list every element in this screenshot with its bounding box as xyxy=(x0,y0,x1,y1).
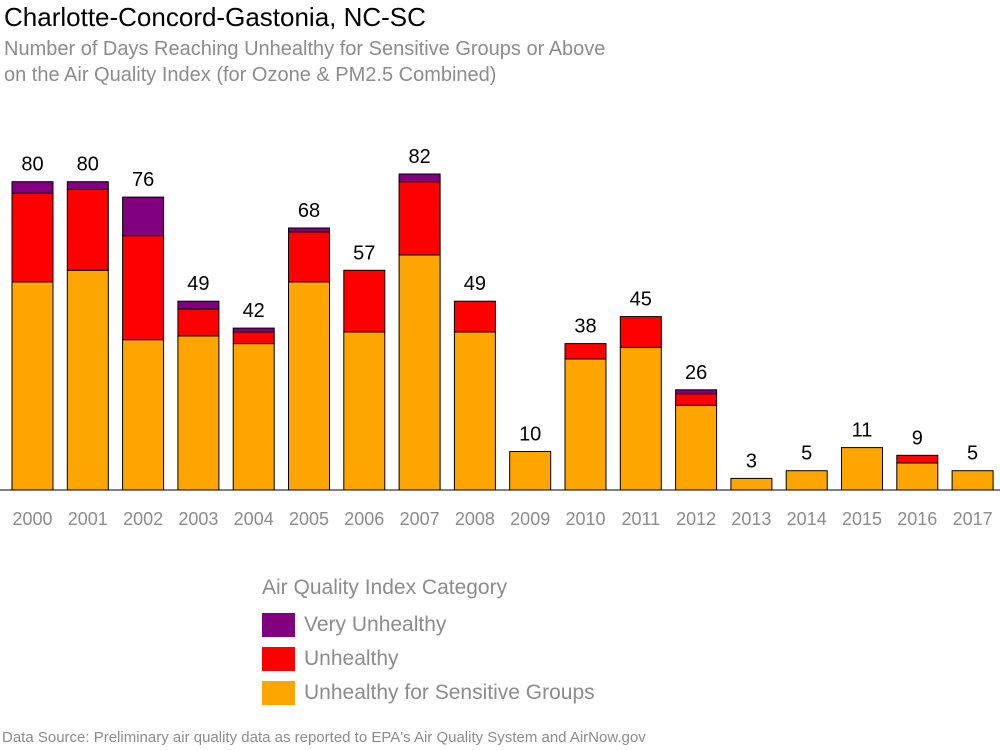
x-tick-label-2000: 2000 xyxy=(12,509,52,529)
bar-2016-unhealthy xyxy=(896,454,939,464)
x-tick-label-2014: 2014 xyxy=(787,509,827,529)
x-tick-label-2003: 2003 xyxy=(178,509,218,529)
legend-swatch-very-unhealthy xyxy=(262,613,295,637)
bar-2004-ush xyxy=(232,343,275,491)
legend-swatch-unhealthy xyxy=(262,647,295,671)
data-label-2009: 10 xyxy=(519,424,541,446)
bar-2002-ush xyxy=(122,339,165,491)
x-tick-label-2006: 2006 xyxy=(344,509,384,529)
bar-2012-ush xyxy=(675,404,718,491)
legend: Air Quality Index Category Very Unhealth… xyxy=(262,576,595,710)
data-source-note: Data Source: Preliminary air quality dat… xyxy=(2,729,646,746)
data-label-2010: 38 xyxy=(574,316,596,338)
legend-label-unhealthy-sensitive: Unhealthy for Sensitive Groups xyxy=(304,681,595,704)
bar-2002-very-unhealthy xyxy=(122,196,165,237)
data-label-2011: 45 xyxy=(630,289,652,311)
data-label-2003: 49 xyxy=(187,273,209,295)
legend-label-unhealthy: Unhealthy xyxy=(304,647,399,670)
x-tick-label-2005: 2005 xyxy=(289,509,329,529)
bar-2000-unhealthy xyxy=(11,192,54,283)
x-tick-label-2007: 2007 xyxy=(400,509,440,529)
bar-2010-ush xyxy=(564,358,607,491)
x-tick-label-2013: 2013 xyxy=(731,509,771,529)
x-tick-label-2015: 2015 xyxy=(842,509,882,529)
data-label-2012: 26 xyxy=(685,362,707,384)
chart-title: Charlotte-Concord-Gastonia, NC-SC xyxy=(4,2,426,32)
bar-2009-ush xyxy=(509,451,552,491)
bar-2015-ush xyxy=(841,447,883,491)
bar-2012-very-unhealthy xyxy=(675,389,718,395)
bar-2017-ush xyxy=(951,470,994,491)
bar-2014-ush xyxy=(785,470,828,491)
x-tick-label-2010: 2010 xyxy=(565,509,605,529)
data-label-2017: 5 xyxy=(967,443,978,465)
legend-item-unhealthy-sensitive: Unhealthy for Sensitive Groups xyxy=(262,676,595,710)
x-tick-label-2016: 2016 xyxy=(897,509,937,529)
legend-label-very-unhealthy: Very Unhealthy xyxy=(304,613,447,636)
bar-2008-ush xyxy=(453,331,496,491)
bar-2003-ush xyxy=(177,335,220,491)
data-label-2004: 42 xyxy=(243,300,265,322)
chart-subtitle: Number of Days Reaching Unhealthy for Se… xyxy=(4,36,605,88)
bar-2003-unhealthy xyxy=(177,308,220,337)
x-tick-label-2001: 2001 xyxy=(68,509,108,529)
data-label-2001: 80 xyxy=(77,154,99,176)
bar-2012-unhealthy xyxy=(675,393,718,406)
bar-2000-ush xyxy=(11,281,54,491)
legend-item-very-unhealthy: Very Unhealthy xyxy=(262,608,595,642)
bar-2006-unhealthy xyxy=(343,269,386,333)
data-label-2014: 5 xyxy=(801,443,812,465)
legend-swatch-unhealthy-sensitive xyxy=(262,681,295,705)
data-label-2013: 3 xyxy=(746,450,757,472)
legend-title: Air Quality Index Category xyxy=(262,576,508,599)
bar-2004-unhealthy xyxy=(232,331,275,345)
chart-subtitle-line-2: on the Air Quality Index (for Ozone & PM… xyxy=(4,64,497,86)
chart-subtitle-line-1: Number of Days Reaching Unhealthy for Se… xyxy=(4,38,606,60)
data-label-2006: 57 xyxy=(353,242,375,264)
data-label-2015: 11 xyxy=(852,420,873,442)
data-label-2002: 76 xyxy=(132,169,154,191)
data-label-2007: 82 xyxy=(408,146,430,168)
data-label-2008: 49 xyxy=(464,273,486,295)
bar-2005-very-unhealthy xyxy=(288,227,330,233)
bar-2011-unhealthy xyxy=(619,316,662,348)
bar-2001-very-unhealthy xyxy=(66,181,109,190)
x-tick-label-2004: 2004 xyxy=(234,509,274,529)
bar-2000-very-unhealthy xyxy=(11,181,54,194)
bar-2003-very-unhealthy xyxy=(177,300,220,310)
data-label-2000: 80 xyxy=(21,154,43,176)
x-tick-label-2009: 2009 xyxy=(510,509,550,529)
bar-2005-ush xyxy=(288,281,330,491)
bar-2006-ush xyxy=(343,331,386,491)
x-tick-label-2017: 2017 xyxy=(953,509,993,529)
bar-2007-unhealthy xyxy=(398,181,441,256)
bar-2010-unhealthy xyxy=(564,343,607,360)
bar-2002-unhealthy xyxy=(122,235,165,341)
bar-2013-ush xyxy=(730,477,773,491)
legend-item-unhealthy: Unhealthy xyxy=(262,642,595,676)
stacked-bar-chart: 80 2000 80 2001 76 2002 49 2003 42 2004 68 2005 57 20… xyxy=(0,146,1000,529)
data-label-2005: 68 xyxy=(298,200,320,222)
bar-2008-unhealthy xyxy=(453,300,496,333)
bar-2007-very-unhealthy xyxy=(398,173,441,183)
bar-2004-very-unhealthy xyxy=(232,327,275,333)
data-label-2016: 9 xyxy=(912,427,923,449)
bar-2011-ush xyxy=(619,346,662,491)
bar-2016-ush xyxy=(896,462,939,491)
bar-2001-unhealthy xyxy=(66,188,109,271)
bar-2005-unhealthy xyxy=(288,231,330,283)
x-tick-label-2012: 2012 xyxy=(676,509,716,529)
x-tick-label-2002: 2002 xyxy=(123,509,163,529)
x-tick-label-2011: 2011 xyxy=(621,509,660,529)
bar-2007-ush xyxy=(398,254,441,491)
x-tick-label-2008: 2008 xyxy=(455,509,495,529)
bar-2001-ush xyxy=(66,269,109,491)
